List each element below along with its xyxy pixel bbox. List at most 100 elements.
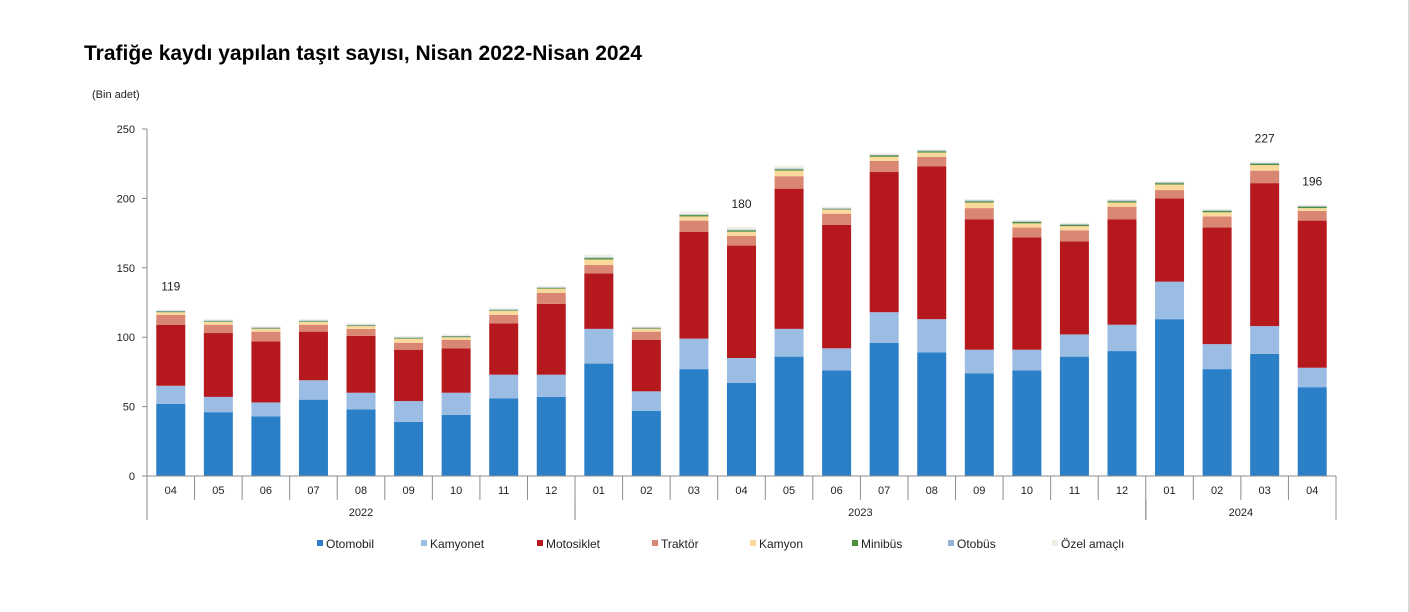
bar-segment-motosiklet <box>869 172 899 313</box>
bar-stack <box>822 206 852 476</box>
legend-swatch <box>317 540 323 546</box>
bar-segment-özel-amaçlı <box>917 149 947 151</box>
bar-segment-kamyon <box>584 259 614 266</box>
bar-segment-motosiklet <box>679 231 709 339</box>
bar-segment-otobüs <box>727 229 756 231</box>
bar-stack <box>1202 208 1232 476</box>
bar-segment-kamyon <box>536 288 566 293</box>
bar-segment-traktör <box>822 213 852 225</box>
bar-segment-kamyonet <box>156 385 186 404</box>
bar-segment-motosiklet <box>203 333 233 397</box>
bar-segment-motosiklet <box>774 188 804 329</box>
bar-segment-kamyonet <box>346 392 376 410</box>
legend-swatch <box>652 540 658 546</box>
bar-segment-motosiklet <box>727 245 756 359</box>
bar-segment-otobüs <box>489 309 519 311</box>
bar-segment-traktör <box>156 314 186 325</box>
bar-segment-traktör <box>631 331 661 340</box>
bar-segment-kamyon <box>631 328 661 332</box>
bar-segment-motosiklet <box>631 339 661 392</box>
bar-segment-otobüs <box>822 208 852 209</box>
bar-segment-kamyon <box>251 328 281 332</box>
bar-stack <box>156 309 186 476</box>
x-tick-label: 05 <box>212 485 224 497</box>
bar-segment-kamyonet <box>298 380 328 400</box>
bar-segment-minibüs <box>774 169 804 171</box>
bar-segment-motosiklet <box>1297 220 1327 368</box>
x-tick-label: 08 <box>355 485 367 497</box>
bar-segment-özel-amaçlı <box>156 309 186 311</box>
bar-segment-kamyon <box>346 326 376 329</box>
bar-stack <box>298 319 328 476</box>
y-tick-label: 100 <box>117 332 135 344</box>
bar-segment-kamyonet <box>869 312 899 343</box>
total-value-label: 227 <box>1255 132 1275 146</box>
bar-segment-otomobil <box>869 342 899 476</box>
y-tick-label: 0 <box>129 471 135 483</box>
bar-segment-özel-amaçlı <box>1297 204 1327 207</box>
bar-segment-minibüs <box>1107 201 1137 203</box>
bar-segment-kamyon <box>489 310 519 315</box>
x-tick-label: 12 <box>1116 485 1128 497</box>
x-tick-label: 11 <box>1069 485 1080 497</box>
bar-segment-kamyonet <box>441 392 471 415</box>
bar-segment-kamyon <box>298 321 328 325</box>
bar-segment-motosiklet <box>917 166 947 320</box>
bar-segment-otomobil <box>1250 353 1280 476</box>
bar-segment-otobüs <box>679 214 709 216</box>
bar-segment-otobüs <box>441 335 471 337</box>
year-label: 2022 <box>349 507 373 519</box>
bar-segment-kamyon <box>679 216 709 221</box>
bar-segment-otobüs <box>774 168 804 170</box>
bar-segment-traktör <box>1297 210 1327 221</box>
bar-segment-otomobil <box>917 352 947 476</box>
bar-segment-otomobil <box>1202 369 1232 476</box>
bar-segment-otobüs <box>394 337 424 338</box>
bar-segment-otomobil <box>298 399 328 476</box>
legend-label: Kamyon <box>759 537 803 551</box>
bar-segment-özel-amaçlı <box>1155 181 1185 183</box>
bar-segment-motosiklet <box>1012 237 1042 350</box>
bar-segment-otobüs <box>964 200 994 202</box>
chart-title: Trafiğe kaydı yapılan taşıt sayısı, Nisa… <box>84 42 642 65</box>
bar-segment-kamyonet <box>251 402 281 417</box>
bar-segment-kamyon <box>964 202 994 209</box>
bar-stack <box>441 334 471 476</box>
bar-segment-traktör <box>584 265 614 274</box>
bar-segment-özel-amaçlı <box>394 335 424 338</box>
bar-segment-motosiklet <box>346 335 376 393</box>
x-tick-label: 01 <box>1163 485 1175 497</box>
bar-segment-kamyon <box>394 338 424 343</box>
bar-segment-özel-amaçlı <box>727 226 756 230</box>
bar-segment-otomobil <box>251 416 281 476</box>
bar-segment-traktör <box>251 331 281 342</box>
bar-segment-özel-amaçlı <box>251 326 281 328</box>
bar-segment-traktör <box>1250 170 1280 184</box>
bar-segment-traktör <box>394 342 424 350</box>
bar-segment-minibüs <box>251 328 281 329</box>
bar-segment-kamyonet <box>631 391 661 411</box>
bar-segment-minibüs <box>441 336 471 338</box>
bar-stack <box>489 308 519 476</box>
y-tick-label: 250 <box>117 124 135 136</box>
bar-segment-özel-amaçlı <box>822 206 852 209</box>
bar-segment-özel-amaçlı <box>536 285 566 288</box>
bar-segment-kamyonet <box>727 358 756 384</box>
bar-segment-minibüs <box>156 311 186 313</box>
bar-segment-traktör <box>964 208 994 220</box>
bar-segment-kamyonet <box>1202 344 1232 370</box>
legend-swatch <box>1052 540 1058 546</box>
bar-segment-kamyonet <box>1155 281 1185 320</box>
bar-segment-otomobil <box>584 363 614 476</box>
bar-segment-özel-amaçlı <box>1107 199 1137 201</box>
bar-segment-traktör <box>536 292 566 304</box>
bar-segment-motosiklet <box>441 348 471 393</box>
bar-segment-motosiklet <box>964 219 994 350</box>
bar-segment-otobüs <box>1107 200 1137 202</box>
bar-segment-motosiklet <box>298 331 328 381</box>
total-value-label: 119 <box>161 279 180 293</box>
bar-segment-otobüs <box>1012 221 1042 222</box>
bar-segment-otobüs <box>869 154 899 156</box>
bar-segment-motosiklet <box>1059 241 1089 335</box>
x-tick-label: 12 <box>545 485 557 497</box>
